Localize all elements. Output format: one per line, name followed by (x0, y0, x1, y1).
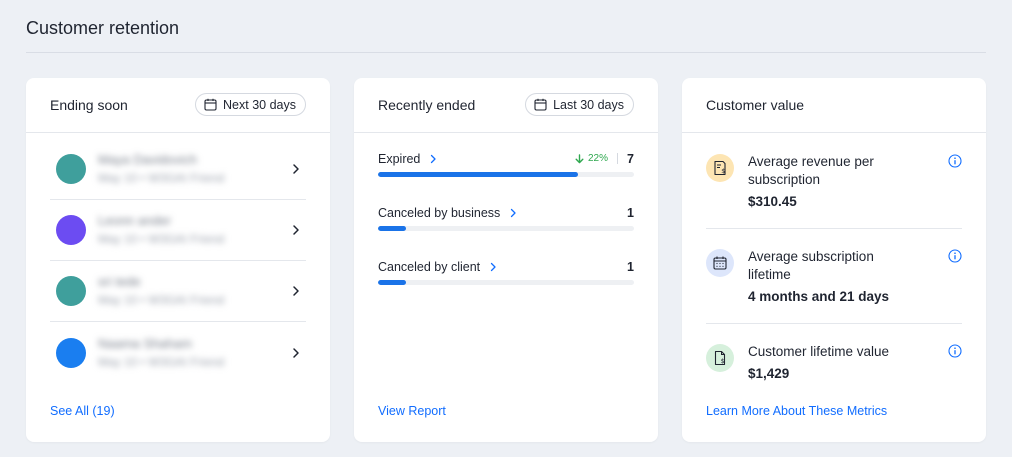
customer-name: Naama Shaham (98, 335, 192, 351)
chevron-right-icon[interactable] (290, 224, 302, 236)
chevron-right-icon[interactable] (290, 163, 302, 175)
card-header: Customer value (682, 78, 986, 133)
chevron-right-icon (431, 154, 437, 164)
avatar (56, 215, 86, 245)
metric-canceled-by-client: Canceled by client 1 (378, 260, 634, 285)
see-all-link[interactable]: See All (19) (50, 404, 115, 418)
date-range-label: Last 30 days (553, 97, 624, 112)
progress-fill (378, 226, 407, 231)
customer-detail: May 10 • W3GAI Friend (98, 354, 225, 369)
list-item[interactable]: Maya Davidovich May 10 • W3GAI Friend (50, 139, 306, 200)
customer-name: Leonn ander (98, 213, 172, 228)
svg-text:$: $ (721, 357, 725, 365)
customer-name: sri tede (98, 274, 141, 289)
avatar (56, 276, 86, 306)
customer-detail: May 10 • W3GAI Friend (98, 293, 225, 307)
progress-fill (378, 172, 578, 177)
chevron-right-icon[interactable] (290, 285, 302, 297)
metric-count: 1 (627, 206, 634, 220)
value-item: $ Average revenue per subscription $310.… (706, 134, 962, 229)
change-indicator: 22% (575, 153, 618, 164)
metric-label: Canceled by business (378, 206, 501, 220)
page-title: Customer retention (26, 18, 180, 38)
list-item[interactable]: Naama Shaham May 10 • W3GAI Friend (50, 322, 306, 383)
recently-ended-card: Recently ended Last 30 days Expired 22% … (354, 78, 658, 442)
progress-fill (378, 280, 407, 285)
value-amount: 4 months and 21 days (748, 289, 890, 304)
value-label: Average revenue per subscription (748, 154, 874, 187)
value-amount: $310.45 (748, 194, 797, 209)
info-icon[interactable] (948, 249, 962, 263)
customer-detail: May 10 • W3GAI Friend (98, 232, 225, 246)
view-report-link[interactable]: View Report (378, 404, 446, 418)
card-title: Customer value (706, 97, 805, 113)
chevron-right-icon (491, 262, 496, 272)
card-header: Ending soon Next 30 days (26, 78, 330, 133)
receipt-dollar-icon: $ (706, 154, 734, 182)
info-icon[interactable] (948, 344, 962, 358)
learn-more-link[interactable]: Learn More About These Metrics (706, 404, 888, 418)
ending-soon-card: Ending soon Next 30 days Maya Davidovich… (26, 78, 330, 442)
metric-link[interactable]: Canceled by business (378, 206, 634, 220)
date-range-label: Next 30 days (223, 97, 296, 112)
progress-track (378, 226, 634, 231)
card-title: Ending soon (50, 97, 128, 113)
chevron-right-icon[interactable] (290, 347, 302, 359)
ending-soon-list: Maya Davidovich May 10 • W3GAI Friend Le… (50, 139, 306, 383)
metric-expired: Expired 22% 7 (378, 152, 634, 177)
customer-value-list: $ Average revenue per subscription $310.… (706, 134, 962, 419)
customer-value-card: Customer value $ Average revenue per sub… (682, 78, 986, 442)
value-item: $ Customer lifetime value $1,429 (706, 324, 962, 419)
metric-count: 7 (627, 152, 634, 166)
value-amount: $1,429 (748, 366, 790, 381)
metric-label: Expired (378, 152, 421, 166)
change-value: 22% (587, 153, 608, 164)
progress-track (378, 280, 634, 285)
card-title: Recently ended (378, 97, 476, 113)
customer-detail: May 10 • W3GAI Friend (98, 171, 225, 185)
separator (617, 153, 618, 164)
value-label: Customer lifetime value (748, 344, 890, 359)
metric-label: Canceled by client (378, 260, 481, 274)
calendar-icon (534, 98, 547, 111)
metric-link[interactable]: Expired (378, 152, 634, 166)
arrow-down-icon (575, 153, 584, 163)
card-header: Recently ended Last 30 days (354, 78, 658, 133)
info-icon[interactable] (948, 154, 962, 168)
list-item[interactable]: Leonn ander May 10 • W3GAI Friend (50, 200, 306, 261)
date-range-button[interactable]: Next 30 days (195, 93, 306, 116)
calendar-icon (706, 249, 734, 277)
svg-text:$: $ (721, 167, 725, 175)
value-item: Average subscription lifetime 4 months a… (706, 229, 962, 324)
calendar-icon (204, 98, 217, 111)
chevron-right-icon (511, 208, 516, 218)
progress-track (378, 172, 634, 177)
customer-name: Maya Davidovich (98, 152, 197, 167)
avatar (56, 337, 86, 368)
metric-canceled-by-business: Canceled by business 1 (378, 206, 634, 231)
document-dollar-icon: $ (706, 344, 734, 372)
metric-link[interactable]: Canceled by client (378, 260, 634, 274)
metric-count: 1 (627, 260, 634, 274)
list-item[interactable]: sri tede May 10 • W3GAI Friend (50, 261, 306, 322)
title-divider (26, 52, 986, 53)
value-label: Average subscription lifetime (748, 249, 874, 282)
avatar (56, 154, 86, 184)
date-range-button[interactable]: Last 30 days (525, 93, 634, 116)
